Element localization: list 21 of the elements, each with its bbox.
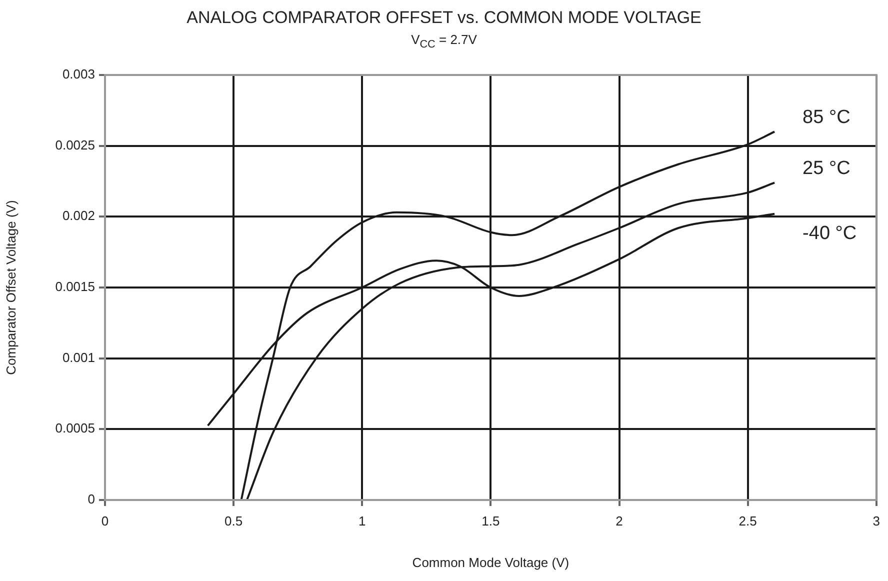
y-tick-label: 0.002 <box>62 208 95 224</box>
y-tick-label: 0.0025 <box>55 137 95 152</box>
y-tick-label: 0.003 <box>62 66 95 82</box>
x-tick-label: 1.5 <box>482 513 500 528</box>
y-tick-label: 0.0015 <box>55 279 95 294</box>
y-axis-title: Comparator Offset Voltage (V) <box>3 200 18 375</box>
x-axis-title: Common Mode Voltage (V) <box>412 554 570 570</box>
series-label: -40 °C <box>802 223 857 244</box>
y-tick-label: 0.0005 <box>55 420 95 436</box>
x-tick-label: 0.5 <box>224 513 243 528</box>
series-label: 25 °C <box>802 158 850 179</box>
y-tick-label: 0 <box>88 492 95 507</box>
chart-subtitle: V$_{CC}$ = 2.7V <box>410 32 478 51</box>
chart-title: ANALOG COMPARATOR OFFSET vs. COMMON MODE VOLTAGE <box>186 8 702 28</box>
series-label: 85 °C <box>802 106 850 128</box>
x-tick-label: 2.5 <box>738 513 757 528</box>
y-tick-label: 0.001 <box>62 350 95 365</box>
x-tick-label: 3 <box>872 513 880 528</box>
x-tick-label: 2 <box>616 513 623 528</box>
x-tick-label: 1 <box>358 513 366 528</box>
x-tick-label: 0 <box>101 513 109 528</box>
